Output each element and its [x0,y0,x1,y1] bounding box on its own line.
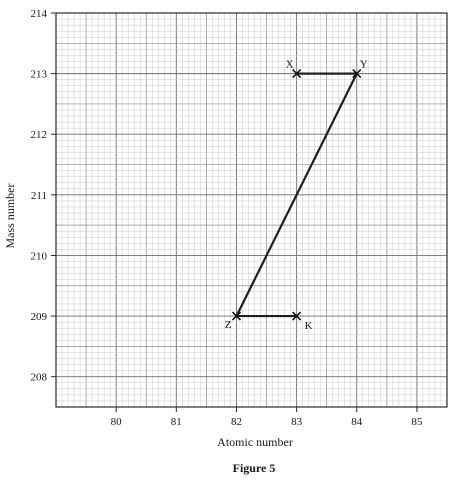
cross-stroke [292,311,302,321]
x-tick-label: 83 [291,416,303,428]
figure-caption: Figure 5 [233,461,276,475]
x-tick-label: 80 [111,416,123,428]
x-tick-label: 81 [171,416,182,428]
y-tick-label: 212 [31,129,48,141]
y-tick-label: 208 [31,372,48,384]
x-tick-label: 84 [351,416,363,428]
point-z-marker [231,311,242,321]
point-x-label: X [286,59,294,71]
data-points [231,69,362,321]
y-tick-label: 210 [31,250,48,262]
y-axis-title: Mass number [3,184,17,249]
line-segments [235,72,358,318]
point-x-marker [292,69,302,79]
y-tick-label: 211 [31,190,47,202]
cross-stroke [231,311,242,321]
y-tick-label: 214 [31,8,48,20]
x-tick-label: 85 [411,416,423,428]
y-tick-label: 213 [31,69,48,81]
grid [55,12,448,408]
segment-y-z [235,72,358,318]
point-k-marker [292,311,302,321]
cross-stroke [352,69,362,79]
point-z-label: Z [225,319,232,331]
point-y-label: Y [360,59,368,71]
point-k-label: K [305,320,313,332]
tick-labels: 80 81 82 83 84 85 208 209 210 211 212 213 214 X Y Z K [31,8,423,428]
cross-stroke [292,69,302,79]
plot-frame [55,12,448,408]
point-y-marker [352,69,362,79]
x-tick-label: 82 [231,416,242,428]
y-tick-label: 209 [31,311,48,323]
axes [51,12,448,412]
x-axis-title: Atomic number [217,435,293,449]
